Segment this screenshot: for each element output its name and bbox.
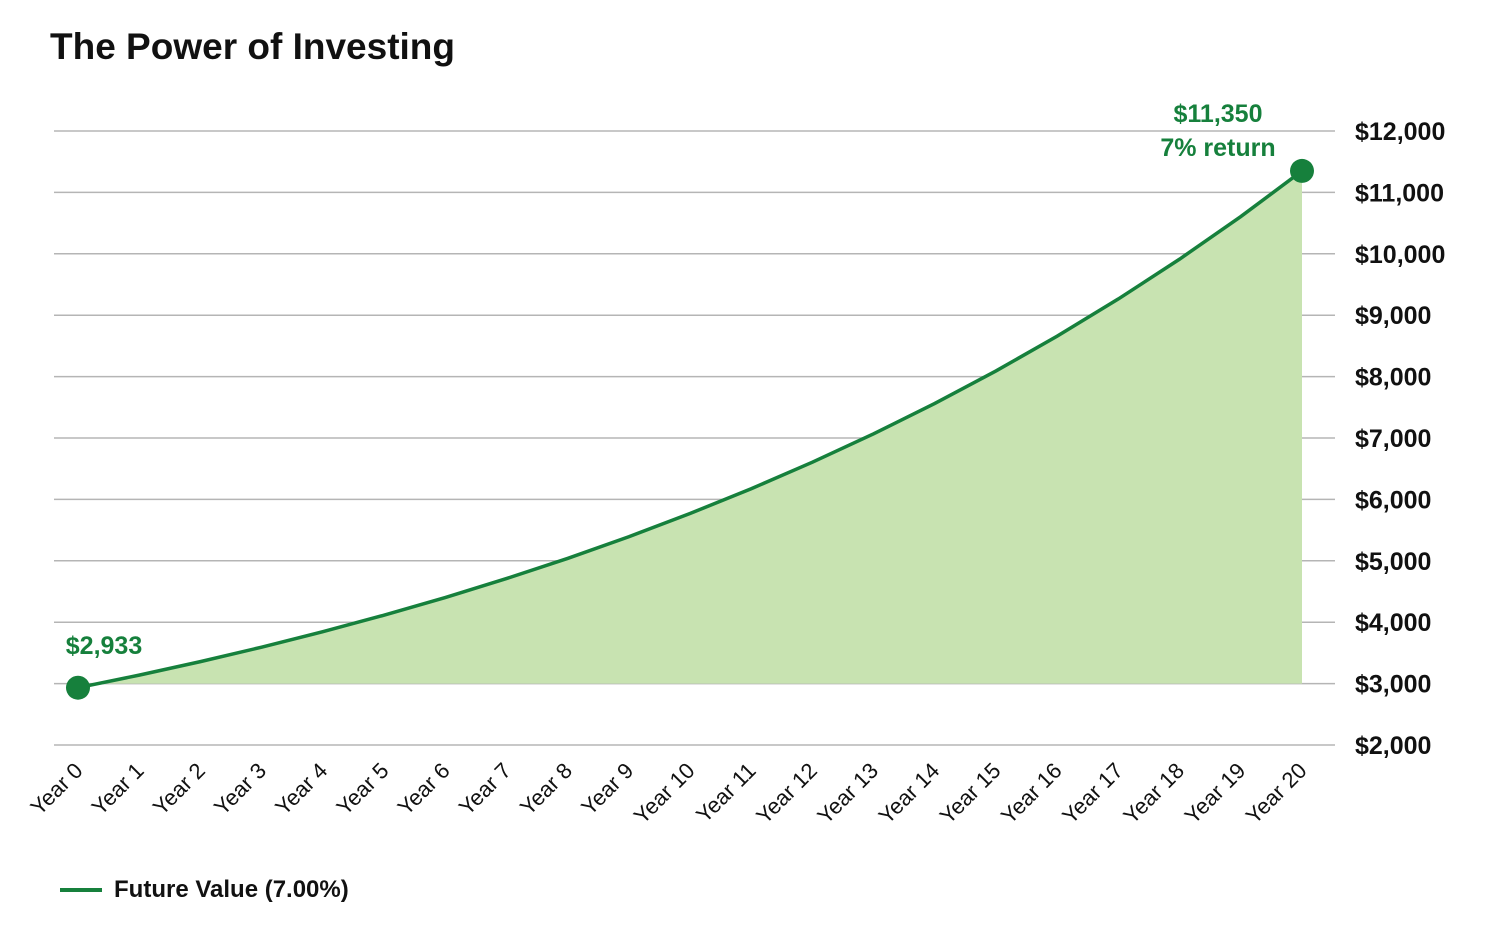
start-marker [66, 675, 90, 700]
end-note-label: 7% return [1160, 134, 1275, 162]
legend: Future Value (7.00%) [60, 876, 349, 904]
x-tick-label: Year 6 [393, 758, 455, 820]
y-tick-label: $3,000 [1355, 671, 1431, 699]
x-tick-label: Year 14 [874, 758, 945, 829]
x-tick-label: Year 15 [935, 758, 1006, 829]
start-value-label: $2,933 [66, 632, 142, 660]
x-tick-label: Year 12 [751, 758, 822, 829]
y-tick-label: $4,000 [1355, 609, 1431, 637]
x-tick-label: Year 20 [1241, 758, 1312, 829]
x-tick-label: Year 5 [331, 758, 393, 820]
x-tick-label: Year 0 [25, 758, 87, 820]
x-tick-label: Year 4 [270, 758, 332, 820]
legend-label: Future Value (7.00%) [114, 876, 349, 903]
y-tick-label: $9,000 [1355, 302, 1431, 330]
x-tick-label: Year 7 [454, 758, 516, 820]
area-fill [78, 170, 1302, 688]
x-tick-label: Year 2 [148, 758, 210, 820]
x-tick-label: Year 19 [1180, 758, 1251, 829]
end-value-label: $11,350 [1174, 100, 1263, 128]
y-tick-label: $2,000 [1355, 732, 1431, 760]
series-line [77, 169, 1304, 690]
x-tick-label: Year 3 [209, 758, 271, 820]
x-tick-label: Year 11 [691, 758, 761, 828]
y-tick-label: $11,000 [1355, 179, 1444, 207]
x-tick-label: Year 8 [515, 758, 577, 820]
x-tick-label: Year 16 [996, 758, 1067, 829]
y-tick-label: $10,000 [1355, 241, 1445, 269]
chart-title: The Power of Investing [50, 26, 455, 67]
y-tick-label: $12,000 [1355, 118, 1445, 146]
x-tick-label: Year 17 [1057, 758, 1128, 829]
x-tick-label: Year 1 [87, 758, 149, 820]
legend-line-swatch [60, 888, 102, 892]
y-tick-label: $7,000 [1355, 425, 1431, 453]
x-tick-label: Year 13 [812, 758, 883, 829]
y-tick-label: $6,000 [1355, 486, 1431, 514]
y-tick-label: $8,000 [1355, 364, 1431, 392]
x-tick-label: Year 18 [1118, 758, 1189, 829]
y-tick-label: $5,000 [1355, 548, 1431, 576]
x-tick-label: Year 10 [629, 758, 700, 829]
end-marker [1290, 158, 1314, 183]
